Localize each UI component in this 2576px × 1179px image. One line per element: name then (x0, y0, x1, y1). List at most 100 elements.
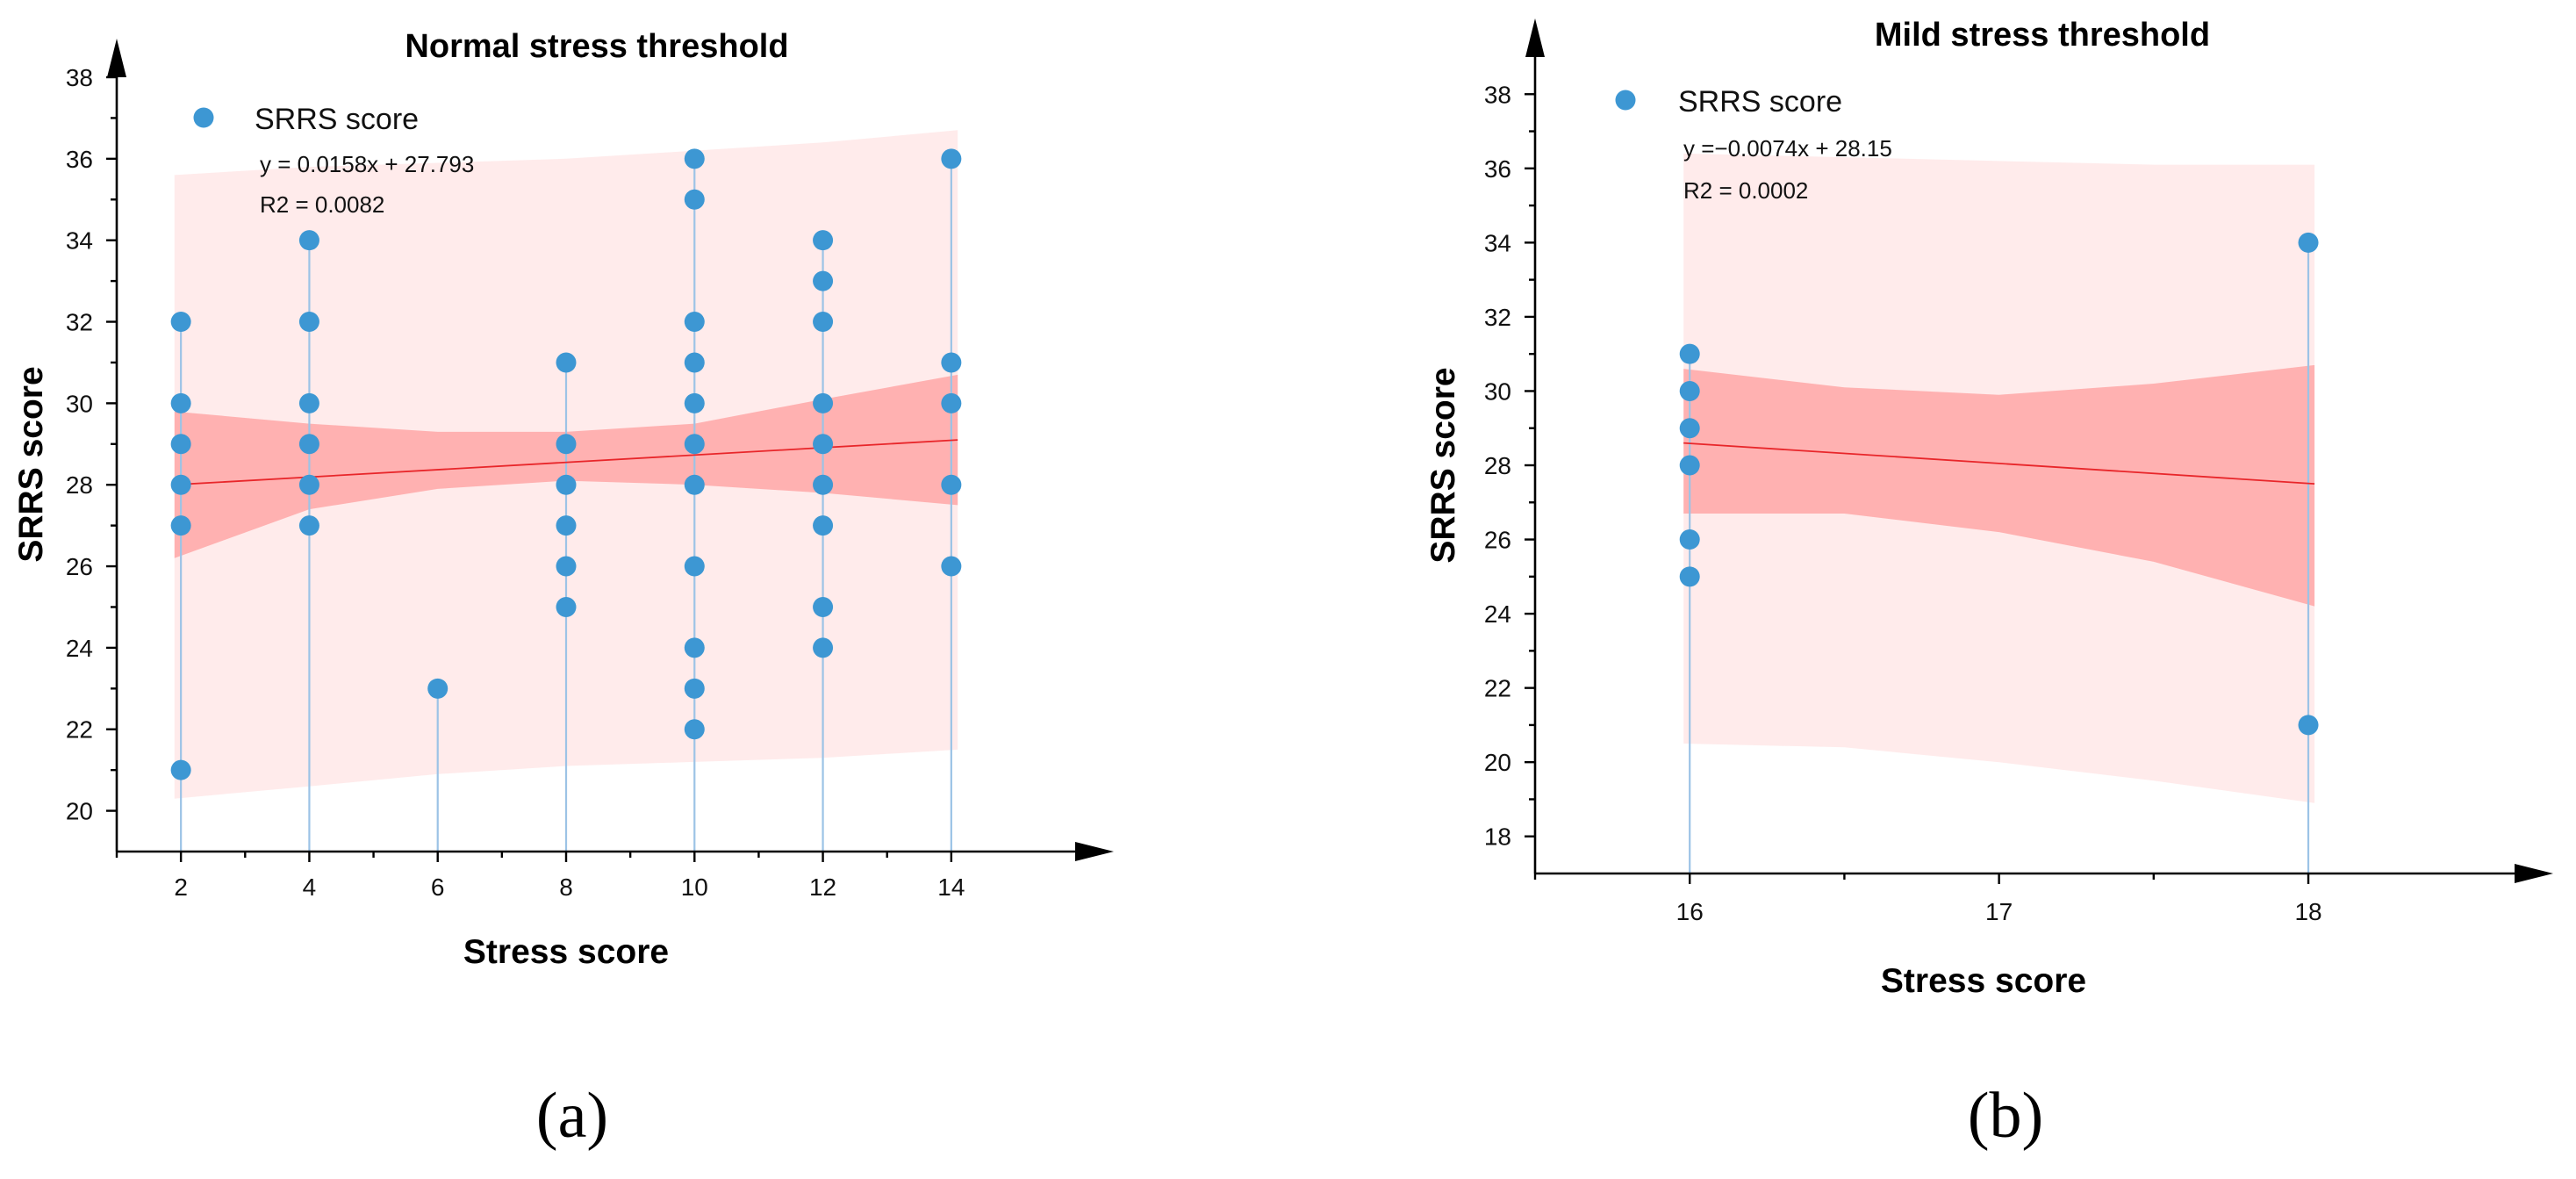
chart-a-y-tick-label: 26 (66, 553, 93, 580)
chart-a-data-point (941, 352, 962, 373)
chart-b-data-point (1679, 418, 1700, 439)
chart-a-legend-marker (193, 107, 214, 128)
chart-b-fit-line (1683, 442, 2315, 485)
chart-a-data-point (941, 556, 962, 577)
chart-b-x-tick-label: 17 (1985, 898, 2013, 925)
chart-a-data-point (298, 474, 319, 495)
chart-a-data-point (684, 352, 705, 373)
chart-a-data-point (813, 515, 834, 536)
chart-a-y-tick-label: 24 (66, 635, 93, 662)
chart-a-data-point (556, 515, 577, 536)
chart-a-data-point (684, 392, 705, 413)
chart-b-y-tick-label: 30 (1484, 377, 1511, 405)
chart-b-legend-marker (1615, 90, 1636, 111)
chart-b-y-tick-label: 26 (1484, 527, 1511, 554)
chart-b-y-tick-label: 38 (1484, 81, 1511, 108)
chart-a-data-point (298, 230, 319, 251)
chart-b-y-tick-label: 22 (1484, 675, 1511, 702)
chart-a-y-axis-arrow (107, 39, 126, 77)
chart-a-title: Normal stress threshold (405, 28, 788, 65)
chart-b-data-point (1679, 343, 1700, 364)
chart-a-y-tick-label: 28 (66, 471, 93, 499)
chart-a-data-point (170, 759, 191, 780)
chart-b-data-point (2298, 715, 2319, 736)
chart-a-data-point (813, 637, 834, 658)
chart-a-data-point (684, 312, 705, 333)
chart-a-data-point (556, 352, 577, 373)
chart-a-y-tick-label: 32 (66, 309, 93, 336)
chart-a-data-point (298, 312, 319, 333)
chart-b-confidence-band (1683, 364, 2315, 607)
chart-a-data-point (813, 596, 834, 617)
chart-b-y-axis-label: SRRS score (1424, 367, 1462, 563)
chart-a-y-tick-label: 22 (66, 716, 93, 744)
chart-a-data-point (170, 474, 191, 495)
chart-a-data-point (941, 474, 962, 495)
chart-a-equation: y = 0.0158x + 27.793 (260, 151, 474, 177)
chart-a-data-point (684, 637, 705, 658)
chart-b-y-tick-label: 32 (1484, 304, 1511, 331)
chart-b: 16 17 18 18 20 22 24 26 28 30 32 34 36 38 Mild stress … (1424, 17, 2553, 1152)
chart-a-data-point (813, 230, 834, 251)
chart-b-y-tick-label: 24 (1484, 600, 1511, 628)
chart-a-data-point (941, 148, 962, 169)
chart-b-data-point (1679, 455, 1700, 476)
chart-b-legend-label: SRRS score (1678, 85, 1842, 119)
chart-a-data-point (941, 392, 962, 413)
chart-a-data-point (556, 434, 577, 455)
chart-a-x-tick-label: 14 (937, 873, 965, 901)
chart-a-data-point (684, 719, 705, 740)
chart-b-y-tick-label: 20 (1484, 749, 1511, 776)
chart-b-x-tick-label: 16 (1676, 898, 1704, 925)
chart-a-x-axis-label: Stress score (463, 933, 669, 971)
chart-a-data-point (684, 148, 705, 169)
chart-a-data-point (813, 474, 834, 495)
chart-b-x-tick-label: 18 (2294, 898, 2321, 925)
chart-a-panel-label: (a) (536, 1080, 608, 1152)
chart-b-x-axis-arrow (2515, 864, 2553, 883)
chart-a-y-tick-label: 36 (66, 146, 93, 173)
chart-a-data-point (170, 434, 191, 455)
chart-a-y-tick-label: 20 (66, 798, 93, 825)
chart-a-y-tick-label: 34 (66, 227, 93, 255)
chart-b-r-squared: R2 = 0.0002 (1683, 177, 1808, 204)
chart-b-y-axis-arrow (1525, 18, 1545, 57)
chart-a-data-point (684, 474, 705, 495)
chart-a-data-point (813, 312, 834, 333)
chart-a-data-point (556, 474, 577, 495)
chart-b-y-tick-label: 36 (1484, 155, 1511, 183)
chart-a-data-point (427, 678, 448, 699)
chart-b-data-point (1679, 380, 1700, 401)
chart-b-data-point (1679, 529, 1700, 550)
chart-a-x-axis-arrow (1075, 842, 1114, 861)
chart-a-y-tick-label: 30 (66, 390, 93, 417)
chart-a-data-point (813, 270, 834, 291)
chart-a-data-point (298, 392, 319, 413)
chart-a-data-point (298, 515, 319, 536)
chart-a-data-point (298, 434, 319, 455)
chart-a-data-point (684, 556, 705, 577)
chart-b-y-tick-label: 34 (1484, 229, 1511, 256)
chart-a-data-point (684, 189, 705, 210)
chart-a-data-point (170, 312, 191, 333)
chart-b-panel-label: (b) (1968, 1080, 2043, 1152)
chart-b-y-tick-label: 18 (1484, 823, 1511, 851)
chart-a-legend-label: SRRS score (255, 103, 419, 136)
chart-a-r-squared: R2 = 0.0082 (260, 191, 384, 218)
chart-b-data-point (1679, 566, 1700, 587)
chart-a-data-point (170, 515, 191, 536)
chart-a-x-tick-label: 6 (431, 873, 445, 901)
chart-a-data-point (813, 392, 834, 413)
chart-b-equation: y =−0.0074x + 28.15 (1683, 135, 1892, 162)
chart-b-title: Mild stress threshold (1875, 17, 2210, 54)
chart-a-data-point (684, 434, 705, 455)
chart-a-y-tick-label: 38 (66, 64, 93, 91)
chart-a-data-point (556, 556, 577, 577)
chart-a-x-tick-label: 2 (174, 873, 188, 901)
chart-b-x-axis-label: Stress score (1881, 962, 2086, 1000)
chart-b-data-point (2298, 232, 2319, 253)
chart-a-x-tick-label: 10 (681, 873, 708, 901)
chart-a-x-tick-label: 12 (809, 873, 836, 901)
